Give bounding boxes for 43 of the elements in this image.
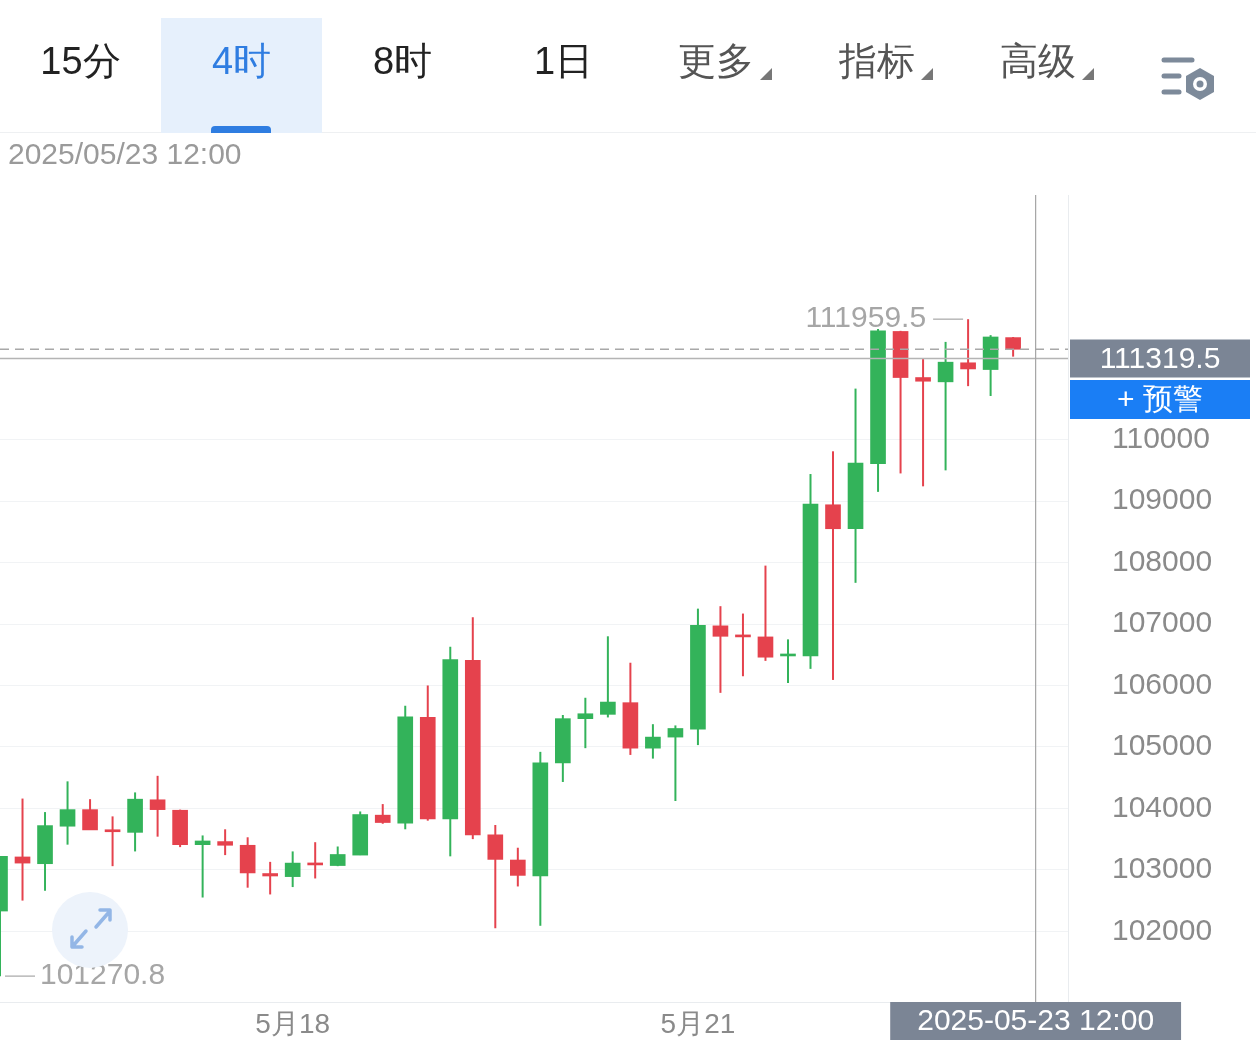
candlestick	[577, 696, 594, 750]
y-tick-label: 103000	[1112, 851, 1213, 885]
candlestick	[600, 635, 616, 719]
y-tick-label: 107000	[1112, 605, 1213, 639]
candlestick	[757, 564, 774, 662]
x-tick-label: 5月21	[660, 1007, 736, 1039]
ref-line-label: 2025-05-23 12:00	[917, 1003, 1155, 1037]
candlestick	[217, 828, 233, 857]
y-tick-label: 109000	[1112, 482, 1213, 516]
y-tick-label: 108000	[1112, 543, 1213, 577]
candlestick	[149, 774, 166, 838]
y-tick-label: 106000	[1112, 666, 1213, 700]
text: + 预警	[1117, 380, 1203, 417]
candlestick	[825, 450, 841, 681]
text: 2025/05/23 12:00	[8, 137, 242, 171]
y-tick-label: 102000	[1112, 912, 1213, 946]
y-tick-label: 104000	[1112, 789, 1213, 823]
ref-line-label: 111319.5	[1099, 340, 1221, 374]
candlestick	[284, 850, 301, 889]
text: 1日	[533, 38, 594, 83]
candlestick	[374, 803, 391, 825]
candlestick	[960, 318, 976, 388]
text: 更多	[677, 38, 754, 83]
candlestick	[645, 723, 661, 760]
candlestick	[667, 724, 684, 803]
text: 4时	[211, 38, 272, 83]
text: 高级	[999, 38, 1076, 83]
candlestick	[915, 358, 931, 488]
x-tick-label: 5月18	[255, 1007, 331, 1039]
annotation: 111959.5	[805, 300, 927, 334]
text: 15分	[40, 38, 121, 83]
candlestick	[104, 815, 121, 868]
text: 8时	[372, 38, 433, 83]
y-tick-label: 105000	[1112, 728, 1213, 762]
candlestick	[82, 798, 98, 831]
y-tick-label: 110000	[1112, 420, 1210, 454]
candlestick	[937, 340, 954, 472]
candlestick	[509, 846, 526, 888]
annotation: 101270.8	[40, 957, 166, 991]
candlestick	[712, 605, 729, 694]
candlestick	[59, 780, 76, 846]
text: 指标	[838, 38, 915, 83]
candlestick	[262, 860, 278, 896]
